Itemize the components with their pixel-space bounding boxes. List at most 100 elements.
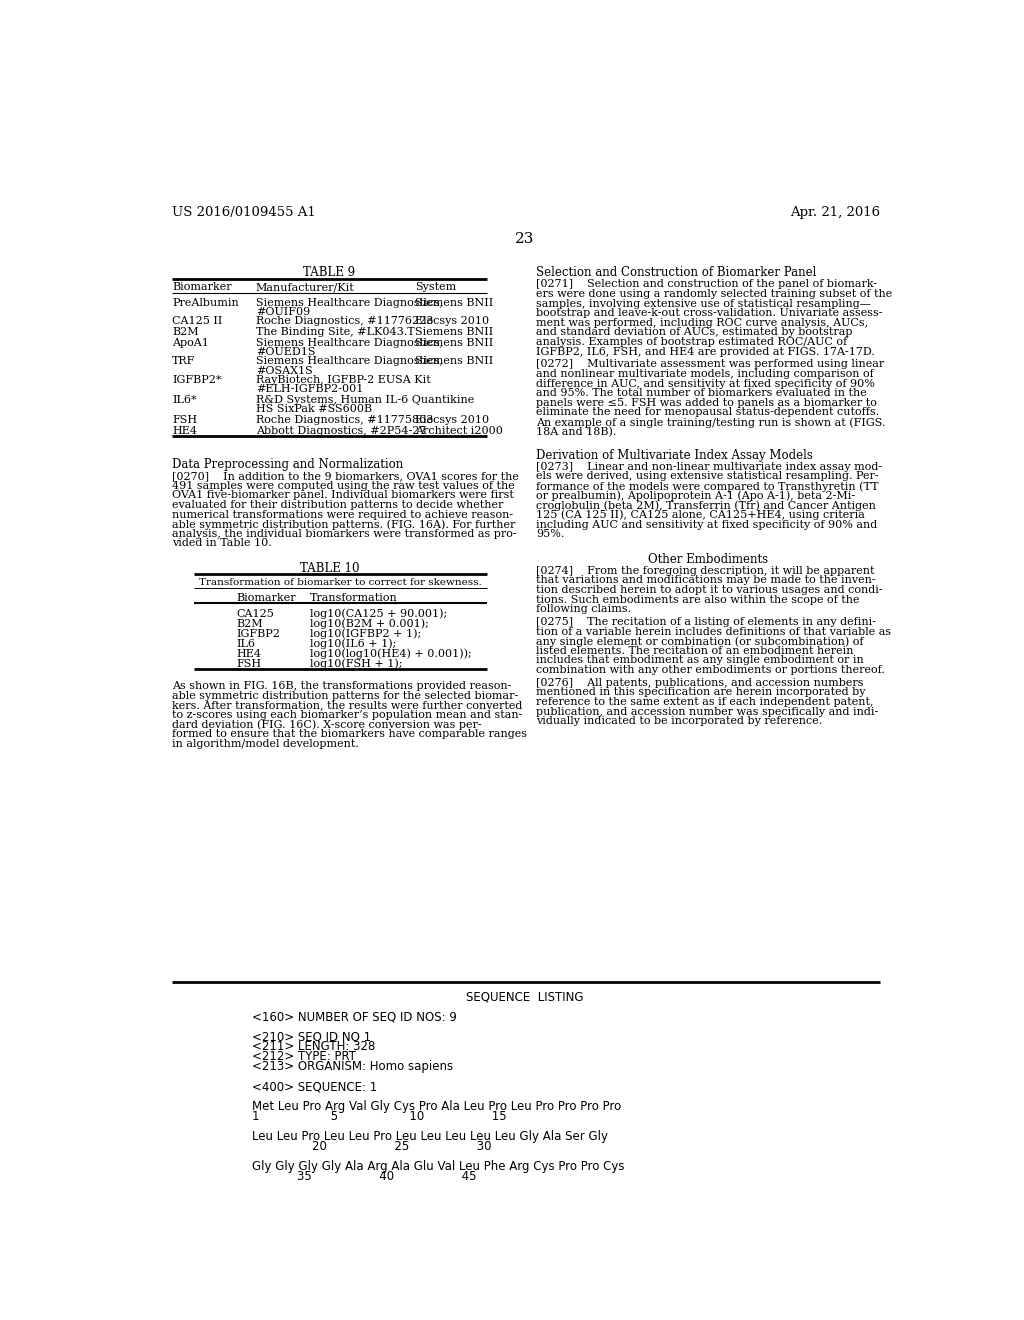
Text: any single element or combination (or subcombination) of: any single element or combination (or su… — [537, 636, 864, 647]
Text: B2M: B2M — [172, 327, 199, 337]
Text: Transformation of biomarker to correct for skewness.: Transformation of biomarker to correct f… — [199, 578, 481, 587]
Text: log10(CA125 + 90.001);: log10(CA125 + 90.001); — [310, 609, 447, 619]
Text: [0274]    From the foregoing description, it will be apparent: [0274] From the foregoing description, i… — [537, 566, 874, 576]
Text: Data Preprocessing and Normalization: Data Preprocessing and Normalization — [172, 458, 403, 471]
Text: Elecsys 2010: Elecsys 2010 — [415, 414, 488, 425]
Text: IGFBP2: IGFBP2 — [237, 628, 281, 639]
Text: formance of the models were compared to Transthyretin (TT: formance of the models were compared to … — [537, 480, 879, 491]
Text: 125 (CA 125 II), CA125 alone, CA125+HE4, using criteria: 125 (CA 125 II), CA125 alone, CA125+HE4,… — [537, 510, 865, 520]
Text: mentioned in this specification are herein incorporated by: mentioned in this specification are here… — [537, 688, 866, 697]
Text: in algorithm/model development.: in algorithm/model development. — [172, 739, 359, 748]
Text: reference to the same extent as if each independent patent,: reference to the same extent as if each … — [537, 697, 873, 708]
Text: vided in Table 10.: vided in Table 10. — [172, 539, 272, 548]
Text: <210> SEQ ID NO 1: <210> SEQ ID NO 1 — [252, 1030, 371, 1043]
Text: and 95%. The total number of biomarkers evaluated in the: and 95%. The total number of biomarkers … — [537, 388, 867, 399]
Text: able symmetric distribution patterns. (FIG. 16A). For further: able symmetric distribution patterns. (F… — [172, 519, 515, 529]
Text: Biomarker: Biomarker — [237, 593, 296, 603]
Text: HS SixPak #SS600B: HS SixPak #SS600B — [256, 404, 372, 414]
Text: SEQUENCE  LISTING: SEQUENCE LISTING — [466, 990, 584, 1003]
Text: TRF: TRF — [172, 356, 196, 366]
Text: listed elements. The recitation of an embodiment herein: listed elements. The recitation of an em… — [537, 645, 854, 656]
Text: [0270]    In addition to the 9 biomarkers, OVA1 scores for the: [0270] In addition to the 9 biomarkers, … — [172, 471, 519, 480]
Text: HE4: HE4 — [237, 649, 261, 659]
Text: includes that embodiment as any single embodiment or in: includes that embodiment as any single e… — [537, 656, 864, 665]
Text: log10(IL6 + 1);: log10(IL6 + 1); — [310, 639, 396, 649]
Text: bootstrap and leave-k-out cross-validation. Univariate assess-: bootstrap and leave-k-out cross-validati… — [537, 308, 883, 318]
Text: 95%.: 95%. — [537, 529, 565, 539]
Text: able symmetric distribution patterns for the selected biomar-: able symmetric distribution patterns for… — [172, 690, 518, 701]
Text: <211> LENGTH: 328: <211> LENGTH: 328 — [252, 1040, 376, 1053]
Text: Siemens Healthcare Diagnostics,: Siemens Healthcare Diagnostics, — [256, 338, 443, 347]
Text: Architect i2000: Architect i2000 — [415, 425, 503, 436]
Text: 20                  25                  30: 20 25 30 — [252, 1140, 492, 1154]
Text: IL6: IL6 — [237, 639, 256, 649]
Text: 491 samples were computed using the raw test values of the: 491 samples were computed using the raw … — [172, 480, 515, 491]
Text: croglobulin (beta 2M), Transferrin (Tfr) and Cancer Antigen: croglobulin (beta 2M), Transferrin (Tfr)… — [537, 500, 877, 511]
Text: [0273]    Linear and non-linear multivariate index assay mod-: [0273] Linear and non-linear multivariat… — [537, 462, 883, 471]
Text: R&D Systems, Human IL-6 Quantikine: R&D Systems, Human IL-6 Quantikine — [256, 395, 474, 405]
Text: <213> ORGANISM: Homo sapiens: <213> ORGANISM: Homo sapiens — [252, 1060, 454, 1073]
Text: 23: 23 — [515, 231, 535, 246]
Text: Siemens BNII: Siemens BNII — [415, 356, 493, 366]
Text: The Binding Site, #LK043.T: The Binding Site, #LK043.T — [256, 327, 415, 337]
Text: Manufacturer/Kit: Manufacturer/Kit — [256, 282, 354, 292]
Text: #OUIF09: #OUIF09 — [256, 308, 310, 317]
Text: [0275]    The recitation of a listing of elements in any defini-: [0275] The recitation of a listing of el… — [537, 616, 877, 627]
Text: [0272]    Multivariate assessment was performed using linear: [0272] Multivariate assessment was perfo… — [537, 359, 885, 370]
Text: tion of a variable herein includes definitions of that variable as: tion of a variable herein includes defin… — [537, 627, 892, 636]
Text: TABLE 9: TABLE 9 — [303, 267, 355, 280]
Text: IGFBP2*: IGFBP2* — [172, 375, 221, 384]
Text: RayBiotech, IGFBP-2 EUSA Kit: RayBiotech, IGFBP-2 EUSA Kit — [256, 375, 431, 384]
Text: TABLE 10: TABLE 10 — [300, 562, 359, 576]
Text: els were derived, using extensive statistical resampling. Per-: els were derived, using extensive statis… — [537, 471, 879, 482]
Text: Elecsys 2010: Elecsys 2010 — [415, 317, 488, 326]
Text: log10(B2M + 0.001);: log10(B2M + 0.001); — [310, 619, 429, 630]
Text: FSH: FSH — [237, 659, 261, 669]
Text: FSH: FSH — [172, 414, 198, 425]
Text: Roche Diagnostics, #11776223: Roche Diagnostics, #11776223 — [256, 317, 433, 326]
Text: An example of a single training/testing run is shown at (FIGS.: An example of a single training/testing … — [537, 417, 886, 428]
Text: vidually indicated to be incorporated by reference.: vidually indicated to be incorporated by… — [537, 717, 822, 726]
Text: Roche Diagnostics, #11775863: Roche Diagnostics, #11775863 — [256, 414, 433, 425]
Text: System: System — [415, 282, 456, 292]
Text: OVA1 five-biomarker panel. Individual biomarkers were first: OVA1 five-biomarker panel. Individual bi… — [172, 490, 514, 500]
Text: 35                  40                  45: 35 40 45 — [252, 1170, 476, 1183]
Text: and nonlinear multivariate models, including comparison of: and nonlinear multivariate models, inclu… — [537, 370, 874, 379]
Text: <400> SEQUENCE: 1: <400> SEQUENCE: 1 — [252, 1080, 377, 1093]
Text: tion described herein to adopt it to various usages and condi-: tion described herein to adopt it to var… — [537, 585, 883, 595]
Text: evaluated for their distribution patterns to decide whether: evaluated for their distribution pattern… — [172, 500, 504, 510]
Text: [0271]    Selection and construction of the panel of biomark-: [0271] Selection and construction of the… — [537, 280, 878, 289]
Text: including AUC and sensitivity at fixed specificity of 90% and: including AUC and sensitivity at fixed s… — [537, 520, 878, 529]
Text: 1                   5                   10                  15: 1 5 10 15 — [252, 1110, 507, 1123]
Text: [0276]    All patents, publications, and accession numbers: [0276] All patents, publications, and ac… — [537, 677, 864, 688]
Text: Apr. 21, 2016: Apr. 21, 2016 — [790, 206, 880, 219]
Text: ment was performed, including ROC curve analysis, AUCs,: ment was performed, including ROC curve … — [537, 318, 868, 327]
Text: following claims.: following claims. — [537, 605, 632, 614]
Text: difference in AUC, and sensitivity at fixed specificity of 90%: difference in AUC, and sensitivity at fi… — [537, 379, 876, 388]
Text: formed to ensure that the biomarkers have comparable ranges: formed to ensure that the biomarkers hav… — [172, 730, 527, 739]
Text: samples, involving extensive use of statistical resampling—: samples, involving extensive use of stat… — [537, 298, 871, 309]
Text: kers. After transformation, the results were further converted: kers. After transformation, the results … — [172, 701, 522, 710]
Text: PreAlbumin: PreAlbumin — [172, 298, 239, 308]
Text: #OUED1S: #OUED1S — [256, 347, 315, 356]
Text: ApoA1: ApoA1 — [172, 338, 209, 347]
Text: Derivation of Multivariate Index Assay Models: Derivation of Multivariate Index Assay M… — [537, 449, 813, 462]
Text: #OSAX1S: #OSAX1S — [256, 366, 312, 375]
Text: Gly Gly Gly Gly Ala Arg Ala Glu Val Leu Phe Arg Cys Pro Pro Cys: Gly Gly Gly Gly Ala Arg Ala Glu Val Leu … — [252, 1160, 625, 1173]
Text: tions. Such embodiments are also within the scope of the: tions. Such embodiments are also within … — [537, 594, 860, 605]
Text: ers were done using a randomly selected training subset of the: ers were done using a randomly selected … — [537, 289, 893, 298]
Text: publication, and accession number was specifically and indi-: publication, and accession number was sp… — [537, 706, 879, 717]
Text: CA125: CA125 — [237, 609, 274, 619]
Text: IGFBP2, IL6, FSH, and HE4 are provided at FIGS. 17A-17D.: IGFBP2, IL6, FSH, and HE4 are provided a… — [537, 347, 876, 356]
Text: <212> TYPE: PRT: <212> TYPE: PRT — [252, 1051, 356, 1063]
Text: Other Embodiments: Other Embodiments — [648, 553, 768, 566]
Text: log10(FSH + 1);: log10(FSH + 1); — [310, 659, 402, 669]
Text: Siemens BNII: Siemens BNII — [415, 298, 493, 308]
Text: panels were ≤5. FSH was added to panels as a biomarker to: panels were ≤5. FSH was added to panels … — [537, 397, 878, 408]
Text: Siemens BNII: Siemens BNII — [415, 327, 493, 337]
Text: combination with any other embodiments or portions thereof.: combination with any other embodiments o… — [537, 665, 886, 675]
Text: CA125 II: CA125 II — [172, 317, 222, 326]
Text: Siemens Healthcare Diagnostics,: Siemens Healthcare Diagnostics, — [256, 356, 443, 366]
Text: <160> NUMBER OF SEQ ID NOS: 9: <160> NUMBER OF SEQ ID NOS: 9 — [252, 1010, 457, 1023]
Text: analysis, the individual biomarkers were transformed as pro-: analysis, the individual biomarkers were… — [172, 529, 517, 539]
